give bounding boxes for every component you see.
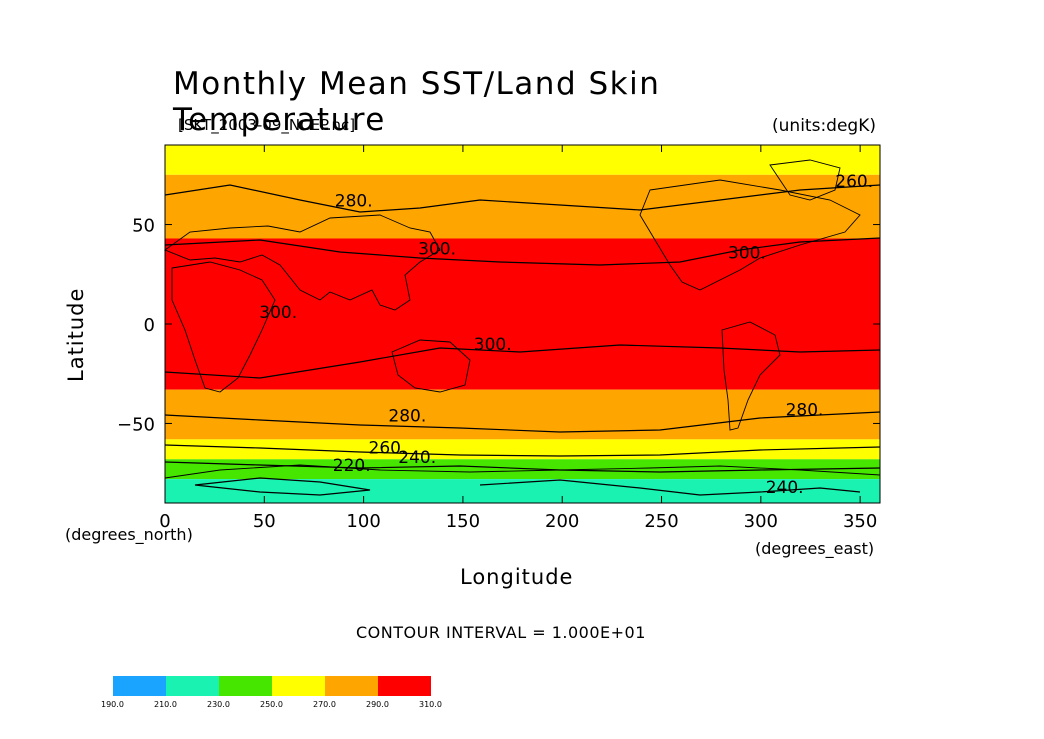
x-tick-label-6: 300 (744, 511, 778, 532)
contour-labels: 280.300.300.300.300.280. 280.260.240.220.… (259, 172, 873, 498)
contour-label-6: 280. (786, 400, 824, 420)
colorbar-label-5: 290.0 (366, 700, 389, 709)
temperature-band-1 (165, 174, 880, 239)
contour-label-10: 240. (766, 478, 804, 498)
contour-label-5: 280. (388, 406, 426, 426)
coastline-africa (171, 261, 276, 393)
colorbar-cell-2 (219, 676, 272, 696)
x-tick-label-4: 200 (545, 511, 579, 532)
temperature-band-2 (165, 238, 880, 390)
contour-label-11: 260. (835, 172, 873, 192)
colorbar-label-1: 210.0 (154, 700, 177, 709)
temperature-bands (165, 145, 880, 503)
coastline-americas-north (639, 179, 861, 291)
x-tick-label-3: 150 (446, 511, 480, 532)
contour-300-north (164, 237, 881, 266)
colorbar-label-4: 270.0 (313, 700, 336, 709)
land-outlines (164, 159, 881, 479)
chart-title: Monthly Mean SST/Land Skin Temperature (173, 66, 661, 138)
colorbar-cell-3 (272, 676, 325, 696)
temperature-band-4 (165, 439, 880, 460)
colorbar-label-6: 310.0 (419, 700, 442, 709)
colorbar-label-0: 190.0 (101, 700, 124, 709)
y-tick-label-2: −50 (117, 414, 155, 435)
coastline-americas-south (721, 321, 781, 431)
colorbar-cell-0 (113, 676, 166, 696)
contour-label-8: 240. (398, 448, 436, 468)
contour-300-south (164, 344, 881, 379)
x-axis-units: (degrees_east) (755, 539, 875, 558)
x-tick-label-1: 50 (253, 511, 276, 532)
contour-280-north (164, 184, 881, 213)
x-tick-label-5: 250 (644, 511, 678, 532)
x-ticks: 0 50 100 150 200 250 300 350 (159, 145, 877, 532)
coastline-europe-asia (164, 214, 441, 311)
contour-260 (164, 444, 881, 457)
contour-lines (164, 184, 881, 496)
colorbar-label-3: 250.0 (260, 700, 283, 709)
coastline-australia (391, 339, 471, 393)
contour-label-2: 300. (259, 303, 297, 323)
temperature-band-0 (165, 145, 880, 175)
contour-label-9: 220. (333, 456, 371, 476)
colorbar-cell-5 (378, 676, 431, 696)
file-label: [SKT_2003-09_NCEP.nc] (178, 116, 356, 134)
contour-interval-note: CONTOUR INTERVAL = 1.000E+01 (356, 623, 646, 642)
y-tick-label-1: 0 (144, 315, 155, 336)
colorbar (113, 676, 431, 696)
colorbar-label-2: 230.0 (207, 700, 230, 709)
contour-240 (164, 461, 881, 473)
contour-label-4: 300. (728, 243, 766, 263)
x-axis-label: Longitude (460, 565, 574, 589)
contour-label-3: 300. (474, 335, 512, 355)
contour-label-1: 300. (418, 239, 456, 259)
contour-label-0: 280. (335, 192, 373, 212)
x-tick-label-7: 350 (843, 511, 877, 532)
temperature-band-5 (165, 459, 880, 480)
contour-280-south (164, 411, 881, 433)
y-ticks: 50 0 −50 (117, 216, 880, 435)
temperature-band-6 (165, 479, 880, 503)
x-tick-label-0: 0 (159, 511, 170, 532)
coastline-greenland (769, 159, 841, 201)
contour-220 (194, 477, 371, 496)
units-label: (units:degK) (772, 116, 876, 136)
temperature-band-3 (165, 389, 880, 440)
x-tick-label-2: 100 (346, 511, 380, 532)
y-axis-units: (degrees_north) (65, 525, 193, 544)
colorbar-cell-4 (325, 676, 378, 696)
colorbar-cell-1 (166, 676, 219, 696)
contour-240-south (479, 479, 861, 496)
contour-label-7: 260. (369, 438, 407, 458)
coastline-antarctica (164, 464, 881, 479)
y-tick-label-0: 50 (132, 216, 155, 237)
